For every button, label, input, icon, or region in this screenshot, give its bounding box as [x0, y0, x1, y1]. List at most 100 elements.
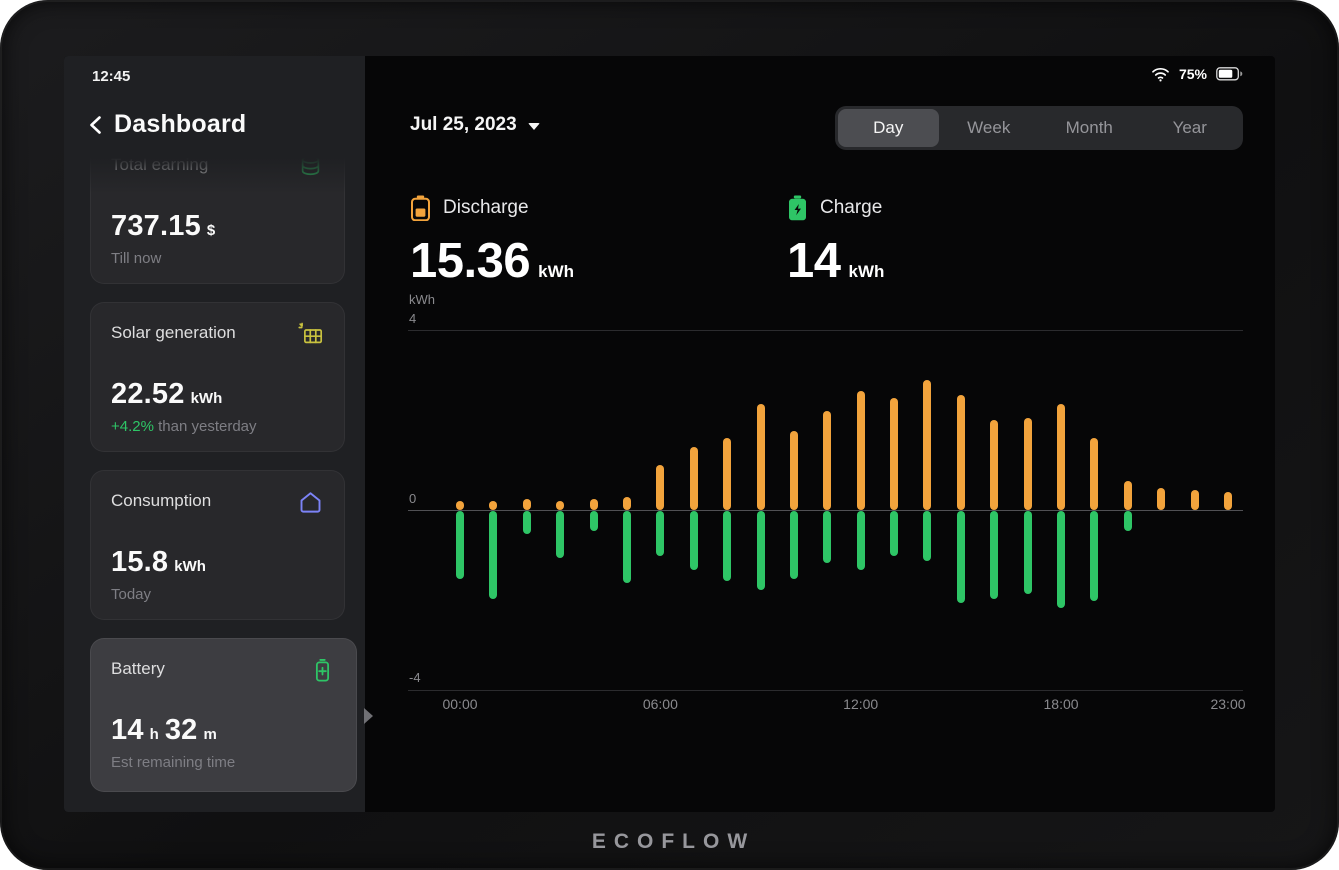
discharge-bar: [923, 379, 932, 510]
discharge-bar: [1023, 417, 1032, 510]
chart-bar-column: [990, 330, 999, 690]
chart-bar-column: [1057, 330, 1066, 690]
chart-bar-column: [622, 330, 631, 690]
card-unit: $: [206, 222, 216, 239]
card-title: Solar generation: [111, 323, 236, 342]
discharge-battery-icon: [410, 195, 431, 221]
solar-panel-icon: [297, 321, 324, 348]
energy-bar-chart: kWh 4 0 -4 00:00 06:00 12:00 18:00 23:00: [408, 292, 1246, 722]
gridline-top: [408, 330, 1243, 331]
y-tick-4: 4: [409, 311, 417, 326]
chart-bar-column: [689, 330, 698, 690]
card-unit-hours: h: [149, 726, 159, 743]
chart-bar-column: [1023, 330, 1032, 690]
chevron-down-icon: [527, 122, 540, 130]
charge-bar: [1057, 511, 1066, 608]
ecoflow-logo: ECOFLOW: [591, 830, 756, 853]
chart-bar-column: [956, 330, 965, 690]
chart-bar-column: [1123, 330, 1132, 690]
charge-label: Charge: [820, 197, 883, 218]
chart-bar-column: [856, 330, 865, 690]
house-icon: [297, 489, 324, 516]
discharge-bar: [1123, 480, 1132, 510]
discharge-bar: [823, 411, 832, 510]
card-value-minutes: 32: [164, 714, 198, 746]
discharge-unit: kWh: [538, 262, 575, 281]
y-tick-neg4: -4: [409, 670, 421, 685]
chart-bar-column: [1090, 330, 1099, 690]
discharge-bar: [956, 395, 965, 510]
chart-bar-column: [589, 330, 598, 690]
battery-status-icon: [1216, 67, 1243, 81]
tab-month[interactable]: Month: [1065, 118, 1113, 137]
discharge-bar: [990, 420, 999, 510]
card-unit-minutes: m: [203, 726, 217, 743]
discharge-bar: [489, 501, 498, 510]
discharge-bar: [456, 501, 464, 510]
charge-value: 14: [787, 234, 841, 288]
date-label: Jul 25, 2023: [410, 114, 517, 135]
tab-day[interactable]: Day: [838, 109, 939, 147]
delta-positive: +4.2%: [111, 418, 154, 435]
chart-bar-column: [723, 330, 732, 690]
discharge-bar: [622, 496, 631, 510]
battery-percent-label: 75%: [1178, 66, 1207, 82]
discharge-bar: [890, 397, 899, 510]
charge-stat: Charge 14 kWh: [787, 195, 884, 289]
card-subtitle: +4.2% than yesterday: [111, 418, 324, 435]
card-value: 737.15: [111, 210, 201, 242]
sidebar: 12:45 Dashboard Total earning: [64, 56, 373, 812]
card-title: Total earning: [111, 155, 209, 174]
charge-bar: [589, 511, 598, 532]
tab-week[interactable]: Week: [967, 118, 1011, 137]
delta-rest: than yesterday: [153, 418, 257, 435]
discharge-bar: [689, 447, 698, 510]
discharge-bar: [789, 431, 798, 510]
charge-bar: [689, 511, 698, 570]
charge-bar: [723, 511, 732, 581]
date-selector[interactable]: Jul 25, 2023: [410, 114, 540, 136]
screen: 12:45 Dashboard Total earning: [64, 56, 1275, 812]
charge-bar: [622, 511, 631, 583]
charge-bar: [1090, 511, 1099, 601]
chart-bar-column: [756, 330, 765, 690]
charge-bar: [489, 511, 498, 599]
card-value: 15.8: [111, 546, 169, 578]
coins-icon: [297, 153, 324, 180]
charge-bar: [656, 511, 665, 556]
charge-bar: [890, 511, 899, 556]
chart-bar-column: [456, 330, 464, 690]
gridline-zero: [408, 510, 1243, 511]
discharge-bar: [756, 404, 765, 510]
card-solar-generation[interactable]: Solar generation 22.52 kWh: [90, 302, 345, 452]
chart-bar-column: [1224, 330, 1232, 690]
sidebar-card-list: Total earning 737.15 $ Til: [64, 150, 365, 812]
x-tick-label: 00:00: [442, 696, 478, 712]
chart-bar-column: [489, 330, 498, 690]
tab-year[interactable]: Year: [1172, 118, 1207, 137]
discharge-bar: [522, 498, 531, 510]
battery-plus-icon: [309, 657, 336, 684]
discharge-value: 15.36: [410, 234, 531, 288]
chevron-left-icon: [86, 114, 106, 136]
card-title: Consumption: [111, 491, 212, 510]
discharge-bar: [1057, 404, 1066, 510]
chart-bar-column: [823, 330, 832, 690]
card-subtitle: Today: [111, 586, 152, 603]
x-tick-label: 06:00: [642, 696, 678, 712]
discharge-bar: [1090, 438, 1099, 510]
wifi-icon: [1151, 66, 1170, 82]
back-button[interactable]: Dashboard: [86, 110, 246, 139]
discharge-bar: [856, 390, 865, 510]
card-consumption[interactable]: Consumption 15.8 kWh Today: [90, 470, 345, 620]
card-value-hours: 14: [111, 714, 144, 746]
card-battery[interactable]: Battery 14 h 32 m: [90, 638, 357, 792]
status-bar: 75%: [1151, 66, 1243, 82]
chart-bar-column: [1190, 330, 1199, 690]
chart-bar-column: [923, 330, 932, 690]
main-panel: 75% Jul 25, 2023 Day Week Month Year: [365, 56, 1275, 812]
charge-bar: [1023, 511, 1032, 595]
x-tick-label: 18:00: [1043, 696, 1079, 712]
sidebar-collapse-handle[interactable]: [364, 708, 373, 724]
card-total-earning[interactable]: Total earning 737.15 $ Til: [90, 150, 345, 284]
